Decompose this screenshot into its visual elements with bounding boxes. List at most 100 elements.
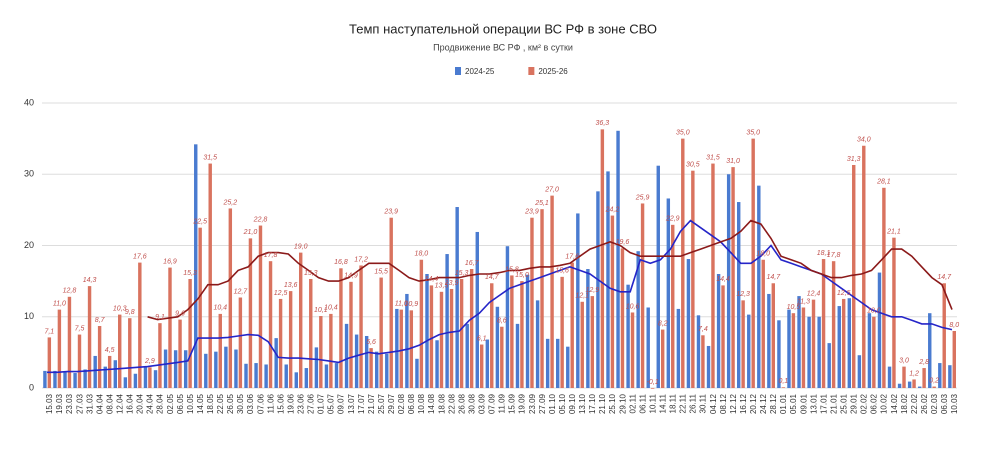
bar [77,334,82,388]
data-label: 14,7 [937,274,952,281]
x-tick-label: 17.10 [588,393,597,414]
data-label: 16,9 [163,258,177,265]
data-label: 35,0 [746,129,760,136]
data-label: 14,7 [485,274,500,281]
y-tick-label: 10 [24,311,34,321]
data-label: 35,0 [676,129,690,136]
data-label: 13,9 [445,280,459,287]
bar [188,278,192,388]
x-tick-label: 19.06 [286,393,295,414]
bar [224,346,228,388]
bar [73,373,77,388]
data-label: 6,1 [477,335,487,342]
x-tick-label: 25.07 [377,393,386,414]
bar [560,276,564,388]
bar [726,174,731,388]
data-label: 17,8 [264,252,278,259]
x-tick-label: 27.06 [307,393,316,414]
data-label: 14,3 [83,277,97,284]
data-label: 2,9 [144,358,155,365]
data-label: 23,9 [383,209,398,216]
bar [626,284,630,388]
data-label: 5,6 [366,339,376,346]
x-tick-label: 30.08 [467,393,476,414]
x-tick-label: 22.08 [447,393,456,414]
bar [660,329,665,388]
bar [244,363,248,388]
bar [791,313,796,388]
bar [706,345,711,388]
data-label: 31,5 [706,154,720,161]
bar [857,355,862,388]
bar [767,293,771,388]
bar [419,259,424,388]
bar [268,261,273,388]
bar [566,346,570,388]
bar [97,326,102,388]
x-tick-label: 07.09 [488,393,497,414]
bar [862,145,866,388]
bar [907,381,912,388]
bar [455,207,459,388]
bar [540,209,544,388]
bar [218,313,222,388]
data-label: 12,3 [736,291,750,298]
bar [364,335,369,388]
x-tick-label: 02.03 [930,393,939,414]
bar [741,300,745,388]
data-label: 18,1 [817,250,831,257]
bar [600,129,605,389]
x-tick-label: 01.10 [548,393,557,414]
data-label: 9,1 [155,314,165,321]
bar [314,347,319,388]
data-label: 31,0 [726,158,740,165]
x-tick-label: 15.06 [276,393,285,414]
x-tick-label: 10.11 [648,393,657,413]
bar [138,262,142,388]
data-label: 18,0 [756,251,770,258]
bar [892,237,896,388]
data-label: 14,7 [766,274,781,281]
legend-swatch [528,67,535,75]
data-label: 14,4 [425,276,439,283]
data-label: 21,0 [243,229,258,236]
data-label: 18,0 [415,251,429,258]
x-tick-label: 08.12 [719,393,728,414]
bar [872,316,876,388]
x-tick-label: 27.03 [75,393,84,414]
bar [405,293,409,388]
data-label: 10,0 [867,308,881,315]
data-label: 22,9 [665,216,680,223]
x-tick-label: 07.06 [256,393,265,414]
bar [284,364,288,388]
data-label: 11,0 [395,300,408,307]
x-tick-label: 29.01 [850,393,859,414]
bar [449,288,454,388]
bar [630,312,635,388]
bar [711,163,715,388]
bar [917,386,922,388]
data-label: 15,0 [515,272,529,279]
bar [304,368,309,388]
bar [344,323,349,388]
trend-line [47,219,953,374]
bar [535,300,540,388]
bar [757,185,761,388]
bar [439,291,444,388]
bar [500,326,504,388]
x-tick-label: 06.11 [638,393,647,413]
bar [389,217,393,388]
bar [821,259,826,388]
x-tick-label: 23.06 [297,393,306,414]
bar [691,170,695,388]
x-tick-label: 02.08 [397,393,406,414]
x-tick-label: 19.09 [518,393,527,414]
bar [510,275,514,388]
bar [761,259,765,388]
bar [53,370,57,388]
data-label: 12,5 [274,290,288,297]
x-tick-label: 09.07 [337,393,346,414]
bar [369,348,373,388]
x-tick-label: 06.05 [176,393,185,414]
data-label: 15,3 [455,270,469,277]
